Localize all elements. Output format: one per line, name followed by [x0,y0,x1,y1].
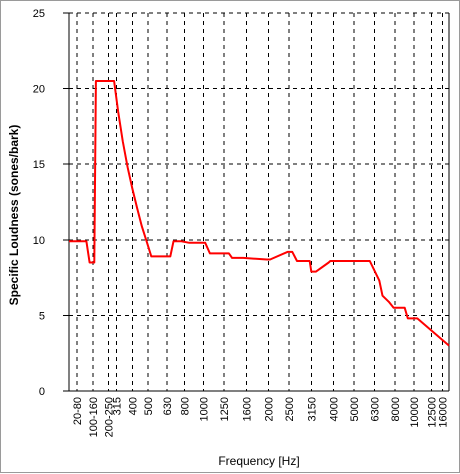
x-tick-label: 100-160 [88,397,100,437]
x-tick-label: 1000 [199,397,211,421]
x-tick-label: 2500 [284,397,296,421]
x-tick-label: 16000 [438,397,450,428]
x-tick-label: 630 [162,397,174,415]
x-tick-label: 500 [143,397,155,415]
series-layer [69,80,450,347]
y-axis-title: Specific Loudness (sones/bark) [7,125,21,306]
x-tick-label: 6300 [370,397,382,421]
y-tick-label: 5 [39,310,45,322]
x-tick-label: 8000 [390,397,402,421]
x-tick-label: 200-250 [104,397,116,437]
x-tick-label: 400 [127,397,139,415]
x-tick-label: 12500 [427,397,439,428]
x-axis-title: Frequency [Hz] [218,454,299,468]
x-tick-label: 315 [112,397,124,415]
y-tick-label: 20 [33,84,45,96]
y-tick-label: 15 [33,159,45,171]
axes-layer [63,12,450,392]
x-tick-label: 5000 [349,397,361,421]
loudness-line [69,80,450,347]
x-tick-label: 20-80 [72,397,84,425]
x-tick-label: 800 [180,397,192,415]
y-tick-label: 10 [33,235,45,247]
x-tick-label: 1250 [219,397,231,421]
x-tick-label: 4000 [328,397,340,421]
grid-layer [69,12,449,391]
x-tick-label: 1600 [241,397,253,421]
x-tick-label: 3150 [306,397,318,421]
y-tick-label: 0 [39,386,45,398]
x-tick-label: 2000 [264,397,276,421]
y-tick-label: 25 [33,8,45,20]
y-tick-labels: 0 5 10 15 20 25 [33,8,45,398]
x-tick-label: 10000 [409,397,421,428]
